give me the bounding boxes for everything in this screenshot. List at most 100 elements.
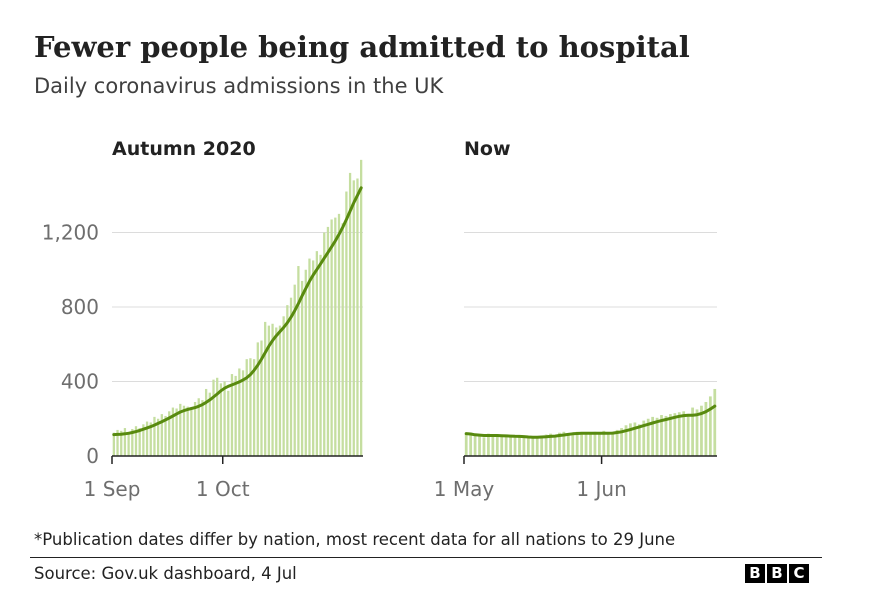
bar xyxy=(201,400,204,456)
bar xyxy=(624,425,628,456)
bar xyxy=(278,325,282,456)
bar xyxy=(319,254,322,456)
bar xyxy=(571,432,575,456)
bar xyxy=(223,381,226,456)
bar xyxy=(138,428,141,456)
bar xyxy=(238,368,241,456)
bar xyxy=(708,396,712,456)
bar xyxy=(142,424,145,456)
bar xyxy=(549,433,552,456)
bar xyxy=(249,358,252,456)
bar xyxy=(491,435,495,456)
bar xyxy=(704,401,708,456)
bar xyxy=(655,417,659,456)
bar xyxy=(123,428,127,456)
bar xyxy=(518,436,521,456)
bar xyxy=(695,409,699,456)
footnote: *Publication dates differ by nation, mos… xyxy=(34,530,676,549)
bar xyxy=(677,412,681,456)
bar xyxy=(308,258,311,456)
y-tick-label: 1,200 xyxy=(42,221,99,245)
bar xyxy=(204,388,208,456)
bar xyxy=(149,422,152,456)
bar xyxy=(230,374,234,456)
bar xyxy=(637,424,641,456)
y-tick-label: 0 xyxy=(86,444,99,468)
bar xyxy=(611,431,615,456)
bar xyxy=(673,413,677,456)
bar xyxy=(156,418,160,456)
bar xyxy=(509,437,512,456)
bar xyxy=(620,428,623,456)
bar xyxy=(275,327,278,456)
bar xyxy=(660,415,663,456)
bar xyxy=(478,434,481,456)
bar xyxy=(164,415,167,456)
bar xyxy=(526,438,530,456)
bar xyxy=(341,223,344,456)
bar xyxy=(602,430,606,456)
bar xyxy=(127,431,130,456)
bar xyxy=(323,232,326,456)
bar xyxy=(293,284,296,456)
bar xyxy=(168,411,171,456)
bar xyxy=(312,260,315,456)
bar xyxy=(682,411,686,456)
rolling-average-line xyxy=(464,404,717,439)
bar xyxy=(145,421,149,456)
bar xyxy=(116,429,119,456)
bar xyxy=(153,416,156,456)
bar xyxy=(282,316,285,456)
bar xyxy=(669,414,672,456)
panel-title: Autumn 2020 xyxy=(112,138,256,160)
bar xyxy=(566,433,570,456)
bar xyxy=(315,251,319,456)
bar xyxy=(700,405,703,456)
bar xyxy=(522,437,526,456)
bar xyxy=(580,434,583,456)
bar xyxy=(589,432,592,456)
bar xyxy=(615,429,619,456)
bar xyxy=(540,435,544,456)
bar xyxy=(713,388,717,456)
chart-title: Fewer people being admitted to hospital xyxy=(34,30,690,64)
bar xyxy=(131,428,134,456)
chart-subtitle: Daily coronavirus admissions in the UK xyxy=(34,74,444,98)
bar xyxy=(256,342,259,456)
bar xyxy=(260,340,263,456)
bar xyxy=(271,323,274,456)
bar xyxy=(593,431,597,456)
bar xyxy=(212,379,215,456)
panel-title: Now xyxy=(464,138,511,160)
bar xyxy=(562,431,566,456)
bar xyxy=(642,420,646,456)
bar xyxy=(186,406,189,456)
bar xyxy=(495,434,499,456)
bar xyxy=(664,415,668,456)
y-tick-label: 400 xyxy=(61,370,99,394)
bar xyxy=(360,159,363,457)
bar xyxy=(267,325,271,456)
bar xyxy=(531,437,535,456)
bar xyxy=(584,433,588,456)
bar xyxy=(193,401,197,456)
bar xyxy=(175,408,178,456)
bbc-logo-letter: B xyxy=(745,564,765,583)
x-tick-label: 1 Sep xyxy=(84,477,141,501)
bar xyxy=(633,422,637,456)
bbc-logo-letter: C xyxy=(789,564,809,583)
x-tick-label: 1 Oct xyxy=(196,477,250,501)
bar xyxy=(197,398,200,456)
bar xyxy=(575,431,579,456)
bar xyxy=(334,217,337,456)
bar xyxy=(553,435,557,456)
bar xyxy=(598,433,601,456)
bar xyxy=(208,392,211,456)
bar xyxy=(464,432,468,456)
bar xyxy=(500,436,504,456)
rolling-average-line xyxy=(112,186,363,437)
bar xyxy=(252,359,256,456)
bar xyxy=(134,426,138,456)
bar xyxy=(504,435,508,456)
bar xyxy=(686,414,690,456)
